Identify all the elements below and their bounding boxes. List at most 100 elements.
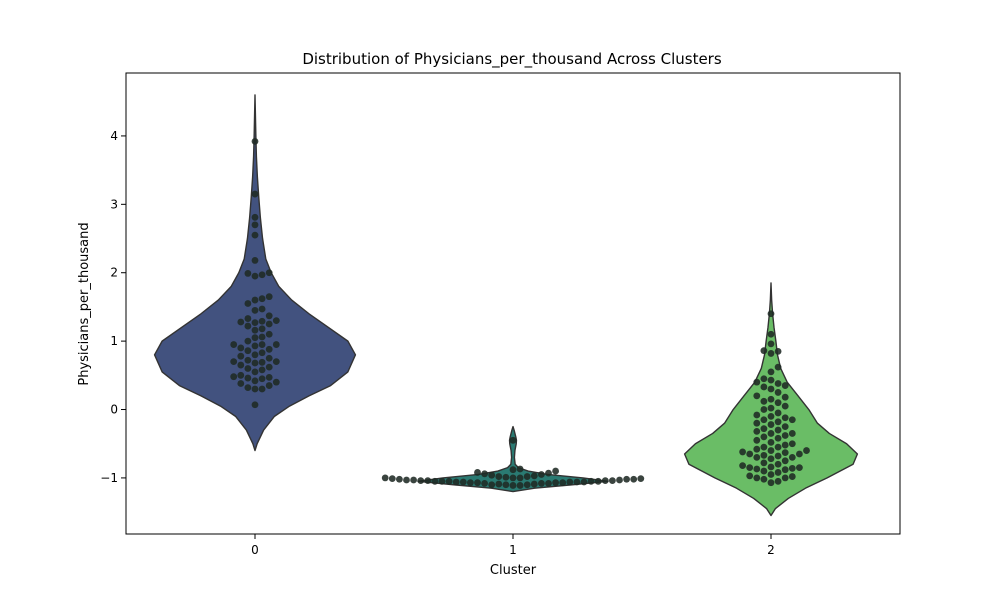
data-point-cluster-2 xyxy=(767,404,775,412)
data-point-cluster-1 xyxy=(467,479,474,487)
data-point-cluster-0 xyxy=(237,318,245,326)
data-point-cluster-2 xyxy=(788,453,796,461)
data-point-cluster-1 xyxy=(452,478,460,486)
data-point-cluster-1 xyxy=(637,475,645,482)
data-point-cluster-0 xyxy=(265,345,273,353)
data-point-cluster-2 xyxy=(774,469,782,476)
data-point-cluster-0 xyxy=(251,377,259,385)
data-point-cluster-0 xyxy=(251,213,259,221)
data-point-cluster-1 xyxy=(580,478,588,486)
data-point-cluster-2 xyxy=(767,471,775,478)
data-point-cluster-0 xyxy=(251,342,259,350)
data-point-cluster-0 xyxy=(251,401,259,409)
data-point-cluster-2 xyxy=(781,474,789,482)
data-point-cluster-2 xyxy=(774,443,782,451)
data-point-cluster-2 xyxy=(753,436,761,444)
data-point-cluster-2 xyxy=(760,347,768,355)
data-point-cluster-2 xyxy=(796,450,803,458)
data-point-cluster-0 xyxy=(251,257,259,264)
data-point-cluster-0 xyxy=(258,271,266,279)
data-point-cluster-2 xyxy=(781,414,789,422)
data-point-cluster-2 xyxy=(774,477,782,485)
data-point-cluster-0 xyxy=(237,361,245,369)
data-point-cluster-1 xyxy=(381,474,389,482)
data-point-cluster-2 xyxy=(781,441,789,449)
data-point-cluster-0 xyxy=(244,374,252,382)
data-point-cluster-1 xyxy=(552,479,559,487)
data-point-cluster-2 xyxy=(781,449,789,457)
data-point-cluster-2 xyxy=(739,462,746,469)
data-point-cluster-2 xyxy=(739,448,746,456)
data-point-cluster-0 xyxy=(258,349,266,357)
data-point-cluster-1 xyxy=(609,477,616,485)
data-point-cluster-1 xyxy=(459,478,467,486)
data-point-cluster-0 xyxy=(265,382,273,389)
data-point-cluster-0 xyxy=(258,341,266,348)
data-point-cluster-2 xyxy=(760,475,768,483)
data-point-cluster-1 xyxy=(417,477,425,485)
data-point-cluster-2 xyxy=(781,457,789,465)
data-point-cluster-1 xyxy=(403,476,410,484)
violin-cluster-0 xyxy=(153,94,357,452)
y-tick-label: 2 xyxy=(110,266,118,280)
y-tick-label: 4 xyxy=(110,129,118,143)
data-point-cluster-0 xyxy=(251,368,259,376)
data-point-cluster-2 xyxy=(788,440,796,448)
data-point-cluster-2 xyxy=(746,472,754,480)
data-point-cluster-2 xyxy=(774,426,782,434)
data-point-cluster-2 xyxy=(760,433,768,441)
data-point-cluster-2 xyxy=(788,416,796,424)
data-point-cluster-0 xyxy=(251,334,259,342)
data-point-cluster-2 xyxy=(781,423,789,431)
data-point-cluster-2 xyxy=(774,363,782,371)
data-point-cluster-1 xyxy=(530,480,538,488)
data-point-cluster-2 xyxy=(760,383,768,391)
data-point-cluster-2 xyxy=(753,392,761,400)
data-point-cluster-2 xyxy=(760,397,768,405)
data-point-cluster-1 xyxy=(516,474,524,482)
data-point-cluster-2 xyxy=(767,330,775,338)
data-point-cluster-0 xyxy=(251,231,259,239)
data-point-cluster-0 xyxy=(251,306,259,314)
data-point-cluster-2 xyxy=(767,376,775,384)
y-axis-label: Physicians_per_thousand xyxy=(77,222,92,385)
data-point-cluster-0 xyxy=(251,319,259,327)
data-point-cluster-2 xyxy=(753,411,761,419)
data-point-cluster-1 xyxy=(616,476,623,484)
data-point-cluster-2 xyxy=(781,432,789,439)
data-point-cluster-2 xyxy=(767,438,775,446)
data-point-cluster-0 xyxy=(230,373,238,381)
data-point-cluster-2 xyxy=(767,368,775,376)
data-point-cluster-1 xyxy=(488,471,496,479)
data-point-cluster-1 xyxy=(388,475,396,482)
data-point-cluster-2 xyxy=(774,409,782,417)
data-point-cluster-1 xyxy=(410,476,417,484)
data-point-cluster-0 xyxy=(258,333,266,341)
data-point-cluster-1 xyxy=(502,473,510,481)
data-point-cluster-0 xyxy=(251,326,259,334)
data-point-cluster-1 xyxy=(509,482,517,489)
data-point-cluster-1 xyxy=(530,472,538,480)
data-point-cluster-2 xyxy=(760,416,768,424)
data-point-cluster-1 xyxy=(516,482,524,489)
data-point-cluster-0 xyxy=(237,352,245,360)
data-point-cluster-0 xyxy=(265,330,273,338)
x-axis-label: Cluster xyxy=(490,563,537,578)
y-tick-label: 3 xyxy=(110,197,118,211)
data-point-cluster-0 xyxy=(251,138,259,145)
data-point-cluster-2 xyxy=(781,402,789,410)
data-point-cluster-2 xyxy=(767,310,775,318)
y-axis: −1 0 1 2 3 4 xyxy=(100,129,126,485)
data-point-cluster-0 xyxy=(244,347,252,355)
data-point-cluster-0 xyxy=(272,378,280,386)
data-point-cluster-0 xyxy=(244,300,252,307)
data-point-cluster-0 xyxy=(251,351,259,359)
data-point-cluster-1 xyxy=(552,467,559,475)
x-tick-label: 0 xyxy=(251,543,259,557)
data-point-cluster-2 xyxy=(774,380,782,387)
data-point-cluster-2 xyxy=(746,450,754,458)
data-point-cluster-0 xyxy=(251,221,259,229)
data-point-cluster-0 xyxy=(251,359,259,367)
data-point-cluster-0 xyxy=(265,320,273,328)
